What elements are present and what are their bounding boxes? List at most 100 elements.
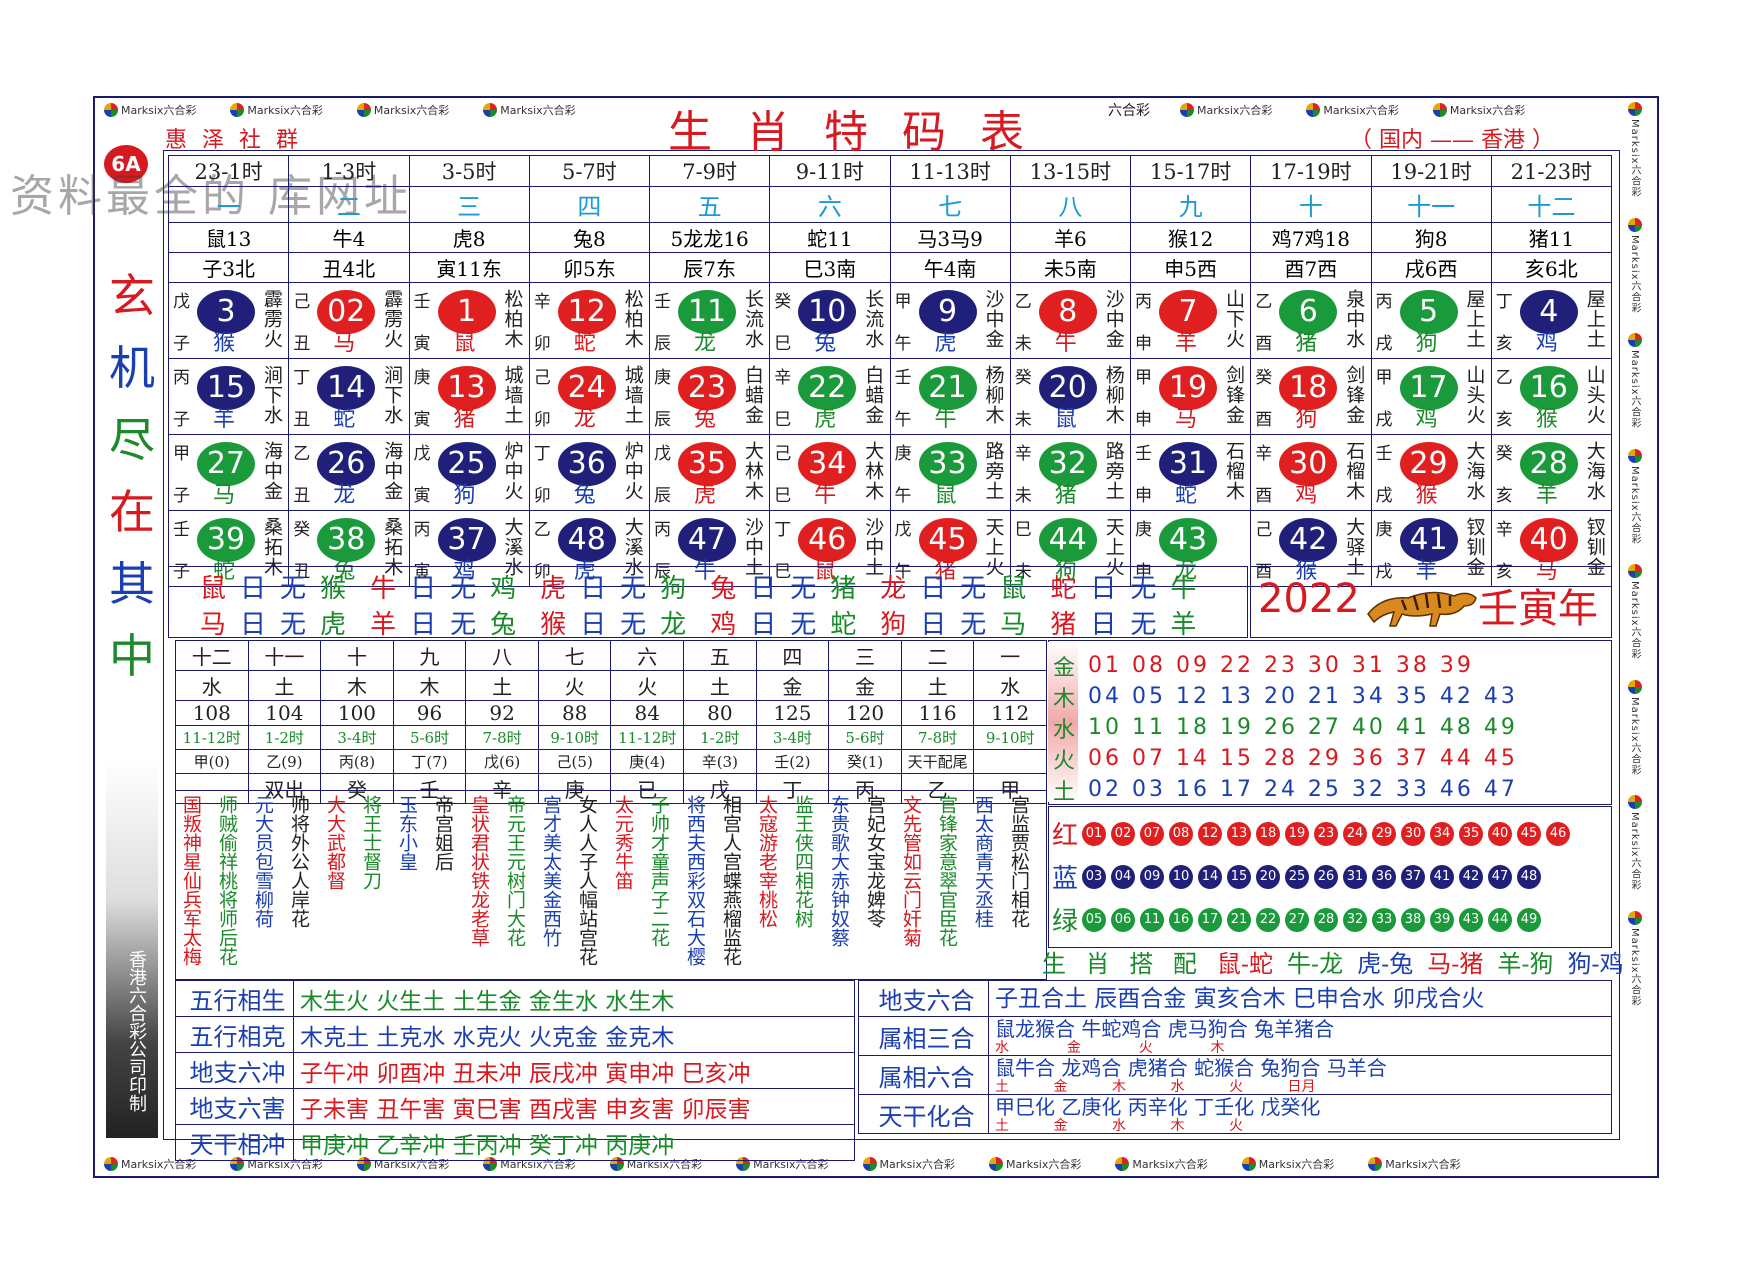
nayin: 松柏木 [621, 289, 644, 349]
branch: 亥 [1495, 334, 1513, 354]
relation-row: 天干化合 甲巳化 乙庚化 丙辛化 丁壬化 戊癸化土 金 水 木 火 [858, 1094, 1612, 1134]
watermark-logo: Marksix六合彩 [230, 1156, 323, 1172]
name-column: 玉东小皇 [396, 795, 418, 871]
lottery-ball-icon [1115, 1157, 1130, 1171]
chong-row-2: 马日无虎 羊日无兔 猴日无龙 鸡日无蛇 狗日无马 猪日无羊 [200, 604, 1220, 641]
months-row: 一二三四五六七八九十十一 十二 [167, 186, 1613, 223]
number-cell: 壬寅 1 鼠 松柏木 [410, 283, 528, 358]
zodiac-animal: 马 [213, 483, 236, 508]
wuxing-cell: 十一 [247, 640, 322, 671]
relation-label: 地支六害 [175, 1088, 294, 1125]
zodiac-animal: 兔 [694, 407, 717, 432]
nayin: 城墙土 [501, 365, 524, 425]
year-box [1250, 566, 1612, 638]
relation-label: 地支六冲 [175, 1052, 294, 1089]
color-ball: 35 [1459, 821, 1483, 846]
grid-cell: 壬戌 29 猴 大海水 [1370, 434, 1492, 511]
watermark-logo: Marksix六合彩 [1627, 333, 1642, 429]
zodiac-animal: 虎 [573, 559, 596, 584]
relation-label: 天干化合 [858, 1094, 989, 1134]
number-ball: 39 [197, 518, 255, 562]
stem: 辛 [1495, 520, 1513, 540]
color-ball: 13 [1227, 821, 1251, 846]
grid-cell: 乙卯 48 虎 大溪水 [528, 510, 651, 587]
five-element-key: 火 [1052, 748, 1075, 774]
branch: 亥 [1495, 410, 1513, 430]
stem: 丙 [1375, 292, 1393, 312]
stem: 庚 [1135, 520, 1152, 540]
grid-cell: 乙酉 6 猪 泉中水 [1250, 282, 1372, 359]
nayin: 路旁土 [1102, 441, 1125, 501]
number-cell: 丁亥 4 鸡 屋上土 [1492, 283, 1610, 358]
watermark-logo: Marksix六合彩 [104, 1156, 196, 1172]
zodiac-animal: 龙 [333, 483, 356, 508]
stem: 己 [1255, 520, 1273, 540]
grid-cell: 乙未 8 牛 沙中金 [1009, 282, 1132, 359]
watermark-text: Marksix六合彩 [1629, 928, 1640, 1007]
number-ball: 5 [1399, 290, 1458, 334]
relation-text: 木克土 土克水 水克火 火克金 金克木 [293, 1016, 855, 1053]
stem: 戊 [413, 444, 431, 464]
chong-group: 鼠日无猴 [200, 574, 361, 604]
zodiac-animal: 马 [1175, 407, 1198, 432]
zodiac-animal: 猪 [453, 407, 476, 432]
name-column: 女人人子人幅站宫花 [576, 795, 598, 966]
watermark-text: Marksix六合彩 [373, 104, 450, 117]
watermark-logo: Marksix六合彩 [1627, 448, 1642, 544]
hour-cell: 23-1时 [167, 155, 290, 187]
stem: 辛 [774, 368, 792, 388]
watermark-text: Marksix六合彩 [373, 1158, 450, 1171]
stem: 甲 [894, 292, 912, 312]
stem: 丁 [1495, 292, 1513, 312]
zodiac-animal: 兔 [573, 483, 596, 508]
stem: 辛 [533, 292, 551, 312]
grid-cell: 甲午 9 虎 沙中金 [889, 282, 1011, 359]
zodiac-animal: 马 [333, 331, 356, 356]
branch: 辰 [654, 410, 671, 430]
names-area [175, 790, 1047, 980]
number-ball: 45 [918, 518, 977, 562]
number-cell: 庚申 43 龙 [1131, 511, 1249, 586]
color-ball-row-red: 红 01 02 07 08 12 13 18 19 23 24 29 30 34 35 40 45 46 [1048, 812, 1575, 855]
wuxing-cell: 木 [392, 670, 467, 701]
watermark-column-right: Marksix六合彩 Marksix六合彩 Marksix六合彩 Marksix六合彩… [1627, 102, 1642, 1027]
zodiac-animal: 龙 [573, 407, 596, 432]
nayin: 涧下水 [381, 365, 404, 425]
watermark-text: Marksix六合彩 [1629, 350, 1640, 429]
page-title: 生 肖 特 码 表 [668, 107, 1034, 158]
pairing-item: 羊-狗 [1497, 950, 1554, 978]
grid-cell: 癸丑 38 兔 桑拓木 [288, 510, 410, 587]
branch-cell: 丑4北 [288, 252, 410, 283]
relation-text: 子午冲 卯酉冲 丑未冲 辰戌冲 寅申冲 巳亥冲 [293, 1052, 855, 1089]
grid-cell: 辛卯 12 蛇 松柏木 [528, 282, 651, 359]
watermark-text: Marksix六合彩 [121, 1158, 197, 1171]
watermark-text: Marksix六合彩 [247, 1158, 323, 1171]
branch: 巳 [774, 562, 792, 582]
zodiac-animal: 羊 [1175, 331, 1198, 356]
lottery-ball-icon [1627, 564, 1642, 579]
branch: 寅 [413, 410, 431, 430]
color-ball: 20 [1256, 864, 1280, 889]
hour-cell: 11-13时 [889, 155, 1011, 187]
number-cell: 辛未 32 猪 路旁土 [1011, 435, 1129, 510]
wuxing-cell: 120 [828, 700, 902, 726]
zodiac-animal: 猴 [1295, 559, 1318, 584]
lottery-ball-icon [356, 1157, 371, 1171]
grid-cell: 癸亥 28 羊 大海水 [1490, 434, 1613, 511]
zodiac-animal: 猪 [1295, 331, 1318, 356]
watermark-text: Marksix六合彩 [1629, 812, 1640, 892]
stem: 戊 [654, 444, 671, 464]
grid-cell: 癸酉 18 狗 剑锋金 [1250, 358, 1372, 435]
stem: 庚 [654, 368, 671, 388]
wuxing-cell: 丁(7) [392, 749, 467, 774]
nayin: 沙中金 [982, 289, 1005, 349]
wuxing-cell: 92 [465, 700, 539, 726]
nayin: 天上火 [982, 517, 1005, 577]
wuxing-cell: 甲(0) [175, 749, 249, 774]
branch: 丑 [293, 410, 311, 430]
relation-label: 属相六合 [858, 1055, 989, 1095]
color-ball: 41 [1430, 864, 1454, 889]
color-ball: 12 [1198, 821, 1222, 846]
color-ball: 15 [1227, 864, 1251, 889]
number-ball: 27 [197, 442, 255, 486]
